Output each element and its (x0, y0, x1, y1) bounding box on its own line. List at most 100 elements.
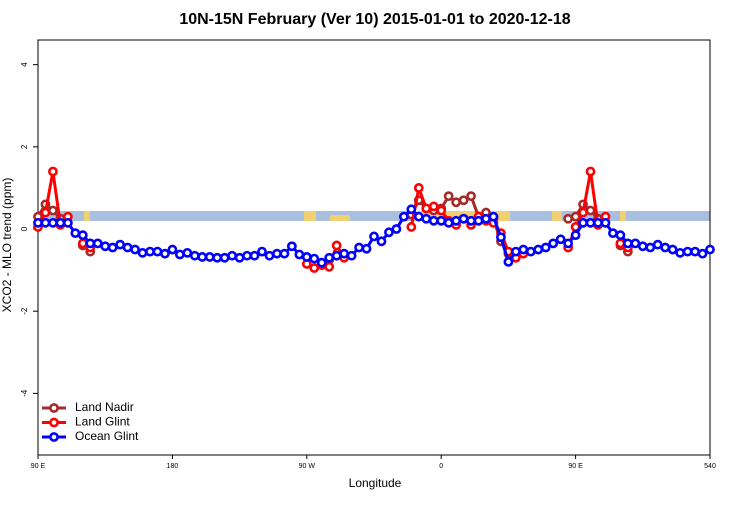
data-point (518, 244, 529, 255)
data-point (391, 224, 402, 234)
y-tick-label: -2 (20, 307, 29, 315)
data-point (413, 183, 424, 193)
data-point (690, 246, 700, 257)
y-tick-label: 0 (20, 226, 29, 231)
data-point (563, 213, 574, 224)
data-point (100, 241, 111, 252)
data-point (137, 247, 148, 258)
legend-label: Land Nadir (75, 400, 134, 414)
x-tick-label: 90 E (31, 463, 46, 470)
data-point (272, 248, 282, 259)
data-point (533, 244, 544, 255)
data-point (309, 253, 320, 264)
data-point (77, 238, 88, 249)
data-point (570, 211, 581, 222)
data-point (40, 207, 51, 218)
data-point (600, 217, 611, 228)
data-point (361, 243, 372, 254)
legend-label: Ocean Glint (75, 429, 139, 443)
data-point (473, 215, 484, 226)
data-point (488, 211, 499, 222)
data-point (257, 246, 267, 257)
data-point (675, 247, 686, 258)
data-point (540, 242, 551, 253)
data-point (398, 211, 409, 222)
data-point (324, 252, 335, 263)
data-point (458, 195, 469, 206)
data-point (331, 240, 342, 251)
data-point (428, 215, 439, 226)
data-point (48, 166, 58, 177)
data-point (608, 228, 618, 239)
data-point (384, 227, 394, 238)
x-tick-label: 540 (704, 463, 716, 470)
data-point (548, 238, 559, 249)
data-point (346, 250, 357, 261)
data-point (585, 166, 596, 177)
data-point (406, 204, 417, 215)
data-point (578, 207, 588, 218)
data-point (40, 217, 51, 228)
data-point (570, 230, 581, 241)
data-point (555, 234, 566, 245)
data-point (197, 252, 208, 262)
data-point (70, 228, 81, 239)
data-point (234, 252, 245, 263)
data-point (249, 250, 260, 261)
data-point (279, 248, 290, 259)
x-axis-label: Longitude (349, 476, 402, 490)
data-point (645, 242, 656, 253)
data-point (55, 217, 66, 228)
data-point (421, 213, 432, 224)
data-point (316, 257, 327, 268)
data-point (212, 252, 223, 263)
data-point (189, 250, 200, 261)
data-point (682, 246, 693, 257)
data-point (615, 238, 626, 249)
data-point (466, 215, 476, 226)
data-point (85, 238, 96, 249)
legend-marker (49, 403, 59, 413)
data-point (264, 250, 275, 261)
legend-marker (49, 417, 59, 428)
data-point (630, 238, 641, 249)
data-point (697, 248, 708, 259)
data-point (406, 222, 417, 232)
data-point (376, 236, 387, 247)
data-point (33, 217, 43, 228)
data-point (115, 239, 126, 250)
y-tick-label: 2 (20, 144, 29, 149)
data-point (219, 252, 230, 263)
data-point (510, 246, 521, 257)
data-point (436, 215, 447, 226)
data-point (48, 205, 58, 216)
data-point (637, 241, 648, 252)
data-point (585, 217, 596, 228)
data-point (92, 238, 103, 249)
data-point (48, 217, 58, 228)
data-point (331, 250, 342, 261)
data-point (301, 252, 312, 262)
legend-label: Land Glint (75, 415, 130, 429)
data-point (563, 238, 574, 249)
data-point (77, 230, 88, 241)
data-point (652, 239, 663, 250)
y-tick-label: -4 (20, 389, 29, 397)
data-point (182, 247, 193, 258)
data-point (286, 241, 297, 252)
legend-marker (49, 432, 59, 442)
data-point (227, 250, 238, 261)
data-point (578, 217, 588, 228)
data-point (443, 217, 454, 228)
data-point (481, 213, 491, 224)
data-point (428, 201, 439, 212)
data-point (413, 211, 424, 222)
data-point (62, 217, 73, 228)
data-point (585, 205, 596, 216)
x-tick-label: 90 E (568, 463, 583, 470)
data-point (242, 250, 252, 261)
data-point (174, 249, 185, 260)
x-tick-label: 0 (439, 463, 443, 470)
data-point (204, 252, 215, 262)
